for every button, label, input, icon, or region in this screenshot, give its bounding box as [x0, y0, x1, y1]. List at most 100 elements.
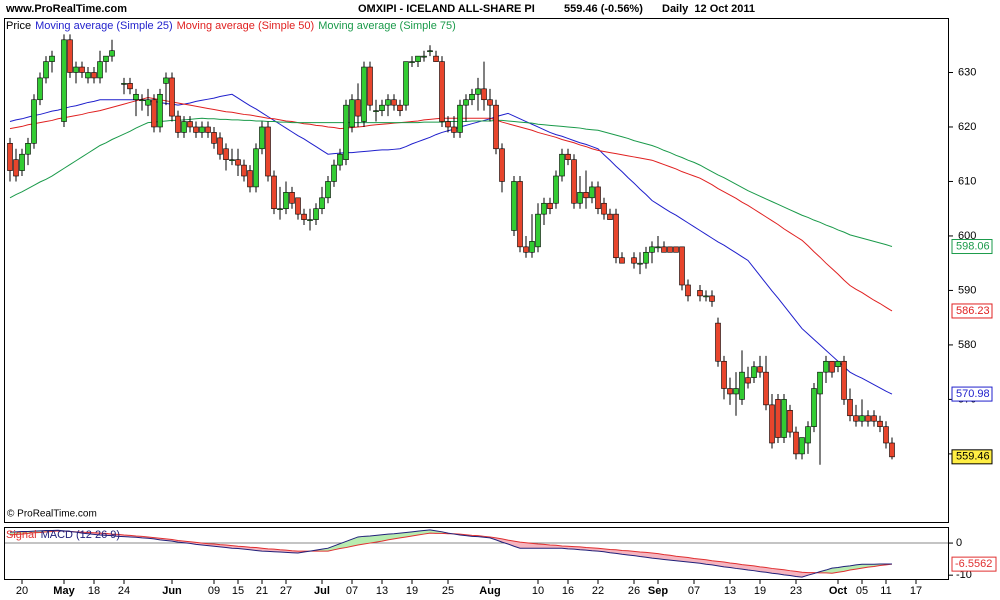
- x-tick-label: 07: [346, 585, 358, 597]
- candle-body: [559, 153, 565, 177]
- x-tick-label: 25: [442, 585, 454, 597]
- macd-fill: [628, 550, 634, 556]
- candle-body: [355, 99, 361, 117]
- macd-fill: [640, 552, 646, 558]
- candle-body: [253, 148, 259, 188]
- candle-body: [889, 442, 895, 458]
- candle-body: [583, 192, 589, 199]
- candle-body: [853, 415, 859, 422]
- close-value-label: 559.46: [956, 451, 990, 463]
- candle-body: [727, 388, 733, 395]
- candle-body: [127, 83, 133, 90]
- candle-body: [241, 164, 247, 177]
- candle-body: [595, 186, 601, 210]
- candle-body: [313, 208, 319, 220]
- candle-body: [739, 371, 745, 400]
- candle-body: [307, 219, 313, 221]
- candle-body: [655, 246, 661, 249]
- candle-body: [319, 197, 325, 210]
- footer: © ProRealTime.com: [7, 509, 97, 520]
- candle-body: [121, 83, 127, 85]
- y-tick-label: 610: [958, 175, 976, 187]
- macd-fill: [838, 566, 844, 573]
- macd-fill: [784, 569, 790, 576]
- candle-body: [331, 164, 337, 182]
- macd-fill: [400, 532, 406, 538]
- macd-fill: [682, 556, 688, 563]
- x-tick-label: 07: [688, 585, 700, 597]
- candle-body: [151, 99, 157, 128]
- candle-body: [421, 55, 427, 58]
- macd-fill: [826, 568, 832, 574]
- macd-fill: [334, 543, 340, 550]
- candle-body: [877, 420, 883, 427]
- candle-body: [541, 202, 547, 215]
- site-name: www.ProRealTime.com: [5, 3, 127, 15]
- candle-body: [775, 399, 781, 438]
- legend-entry: MACD (12 26 9): [41, 529, 120, 541]
- candle-body: [85, 72, 91, 79]
- candle-body: [301, 213, 307, 220]
- candle-body: [205, 126, 211, 133]
- macd-fill: [646, 552, 652, 559]
- x-tick-label: 20: [16, 585, 28, 597]
- macd-fill: [742, 564, 748, 571]
- candle-body: [427, 50, 433, 52]
- candle-body: [757, 366, 763, 373]
- x-tick-label: 21: [256, 585, 268, 597]
- candle-body: [859, 415, 865, 422]
- x-tick-label: Sep: [648, 585, 668, 597]
- candle-body: [337, 153, 343, 166]
- candle-body: [517, 181, 523, 248]
- candle-body: [865, 415, 871, 422]
- candle-body: [43, 61, 49, 79]
- macd-fill: [718, 561, 724, 567]
- candle-body: [265, 126, 271, 177]
- macd-fill: [724, 562, 730, 568]
- macd-fill: [376, 534, 382, 543]
- ma-value-label-box: [951, 303, 993, 319]
- macd-fill: [388, 533, 394, 540]
- macd-fill: [664, 554, 670, 561]
- candle-body: [49, 55, 55, 62]
- legend-entry: Signal: [6, 529, 37, 541]
- candle-body: [91, 72, 97, 79]
- macd-fill: [736, 563, 742, 570]
- candle-body: [289, 192, 295, 204]
- macd-fill: [700, 559, 706, 565]
- legend-entry: Moving average (Simple 25): [35, 20, 173, 32]
- macd-fill: [658, 553, 664, 560]
- candle-body: [829, 360, 835, 373]
- candle-body: [511, 181, 517, 231]
- candle-body: [883, 426, 889, 444]
- candle-body: [283, 192, 289, 210]
- y-tick-label: 630: [958, 66, 976, 78]
- candle-body: [769, 404, 775, 444]
- x-tick-label: 22: [592, 585, 604, 597]
- candle-body: [211, 132, 217, 144]
- x-tick-label: 26: [628, 585, 640, 597]
- macd-fill: [364, 535, 370, 545]
- macd-fill: [622, 550, 628, 555]
- candle-body: [397, 104, 403, 111]
- macd-fill: [730, 562, 736, 569]
- x-tick-label: 23: [790, 585, 802, 597]
- moving-average-line: [9, 93, 893, 395]
- candle-body: [187, 121, 193, 128]
- x-tick-label: Oct: [829, 585, 848, 597]
- macd-line: [9, 529, 892, 578]
- candle-body: [475, 88, 481, 95]
- macd-fill: [772, 568, 778, 574]
- macd-fill: [760, 566, 766, 573]
- macd-value-label: -6.5562: [955, 558, 992, 570]
- candle-body: [367, 66, 373, 106]
- candle-body: [199, 126, 205, 133]
- macd-value-box: [951, 556, 997, 572]
- macd-fill: [712, 560, 718, 566]
- macd-fill: [850, 564, 856, 571]
- candle-body: [259, 126, 265, 150]
- x-tick-label: 13: [376, 585, 388, 597]
- candle-body: [835, 360, 841, 368]
- candle-body: [133, 93, 139, 101]
